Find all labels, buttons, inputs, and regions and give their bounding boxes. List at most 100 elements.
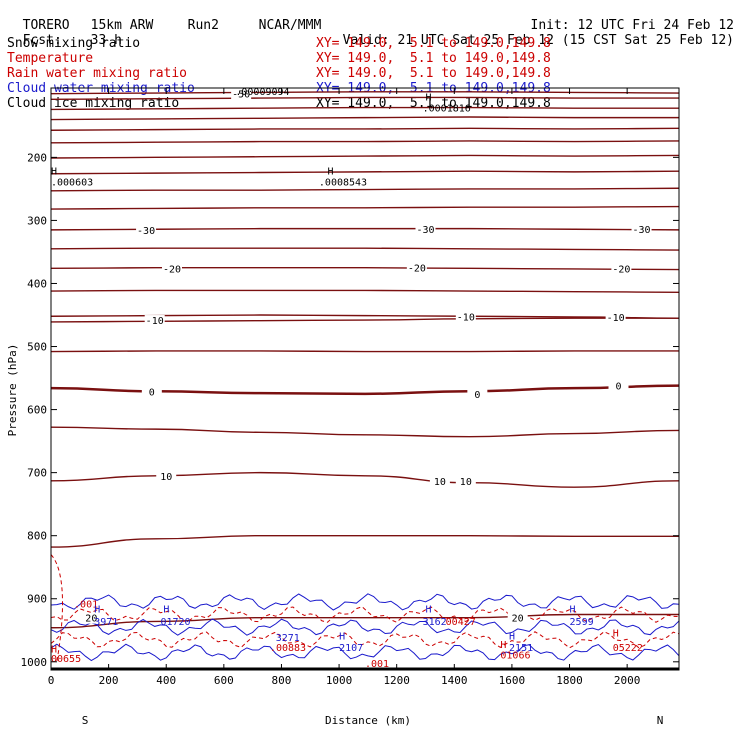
endpoint-right: N bbox=[657, 714, 664, 727]
max-annotation: .000603 bbox=[51, 178, 93, 189]
contour-label: 20 bbox=[85, 614, 97, 625]
x-tick-label: 1400 bbox=[441, 674, 468, 687]
x-tick-label: 1000 bbox=[326, 674, 353, 687]
temperature-contour bbox=[50, 106, 679, 111]
legend-name: Rain water mixing ratio bbox=[7, 66, 188, 81]
contour-label-bg bbox=[81, 612, 102, 624]
max-annotation: H bbox=[509, 632, 515, 643]
contour-label-bg bbox=[429, 475, 450, 487]
header-run: Run2 bbox=[172, 3, 219, 33]
max-annotation: H bbox=[425, 605, 431, 616]
max-annotation: H bbox=[613, 629, 619, 640]
max-annotation: .001 bbox=[74, 600, 98, 611]
y-tick-label: 500 bbox=[27, 341, 47, 354]
resolution-text: 15km ARW bbox=[90, 18, 154, 33]
y-axis-label: Pressure (hPa) bbox=[6, 344, 19, 437]
max-annotation: .001 bbox=[365, 659, 389, 670]
header-fcst-value: 33 h bbox=[75, 18, 122, 48]
legend-xy-temperature: XY= 149.0, 5.1 to 149.0,149.8 bbox=[316, 51, 551, 66]
legend-name: Snow mixing ratio bbox=[7, 36, 141, 51]
temperature-contour bbox=[50, 613, 679, 629]
legend-item-snow: Snow mixing ratio bbox=[7, 36, 140, 51]
x-tick-label: 400 bbox=[156, 674, 176, 687]
x-tick-label: 200 bbox=[99, 674, 119, 687]
x-tick-label: 800 bbox=[272, 674, 292, 687]
mixing-ratio-contour bbox=[50, 631, 680, 649]
temperature-contour bbox=[50, 471, 680, 488]
legend-xy: XY= 149.0, 5.1 to 149.0,149.8 bbox=[316, 66, 551, 81]
header-init: Init: 12 UTC Fri 24 Feb 12 bbox=[515, 3, 735, 33]
temperature-contour bbox=[50, 289, 680, 293]
model-name: TORERO bbox=[22, 18, 70, 33]
contour-label-bg bbox=[507, 612, 528, 624]
contour-label: 10 bbox=[434, 477, 446, 488]
contour-label: 20 bbox=[512, 614, 524, 625]
max-annotation: 01720 bbox=[160, 617, 190, 628]
max-annotation: H bbox=[163, 605, 169, 616]
contour-label-bg bbox=[144, 315, 165, 327]
temperature-contour bbox=[50, 127, 680, 131]
contour-label: -30 bbox=[633, 225, 651, 236]
max-annotation: 00427 bbox=[446, 617, 476, 628]
y-tick-label: 900 bbox=[27, 593, 47, 606]
max-annotation: 01066 bbox=[500, 651, 530, 662]
temperature-contour bbox=[50, 116, 679, 121]
mixing-ratio-contour bbox=[50, 593, 680, 611]
max-annotation: .0008543 bbox=[319, 178, 367, 189]
max-annotation: 3271 bbox=[276, 633, 300, 644]
legend-name: Cloud ice mixing ratio bbox=[7, 96, 180, 111]
contour-label: -20 bbox=[408, 264, 426, 275]
x-tick-label: 2000 bbox=[614, 674, 641, 687]
max-annotation: H bbox=[500, 640, 506, 651]
run-text: Run2 bbox=[187, 18, 219, 33]
valid-text: Valid: 21 UTC Sat 25 Feb 12 (15 CST Sat … bbox=[342, 33, 734, 48]
x-tick-label: 1600 bbox=[499, 674, 526, 687]
legend-item-cloud-ice: Cloud ice mixing ratio bbox=[7, 96, 179, 111]
fcst-label: Fcst: bbox=[22, 33, 62, 48]
contour-label: -30 bbox=[416, 225, 434, 236]
contour-label: 0 bbox=[474, 390, 480, 401]
contour-label-bg bbox=[136, 224, 157, 236]
temperature-contour bbox=[50, 91, 680, 95]
contour-label: 0 bbox=[149, 387, 155, 398]
temperature-contour bbox=[50, 140, 680, 144]
fcst-value: 33 h bbox=[90, 33, 122, 48]
contour-label: -20 bbox=[612, 264, 630, 275]
temperature-contour bbox=[50, 154, 680, 159]
endpoint-left: S bbox=[82, 714, 89, 727]
max-annotation: H bbox=[328, 166, 334, 177]
contour-label-bg bbox=[467, 388, 488, 400]
contour-label: -10 bbox=[607, 313, 625, 324]
max-annotation: 3971 bbox=[94, 617, 118, 628]
x-tick-label: 600 bbox=[214, 674, 234, 687]
legend-xy-snow: XY= 149.0, 5.1 to 149.0,149.8 bbox=[316, 36, 551, 51]
y-tick-label: 300 bbox=[27, 214, 47, 227]
contour-label-bg bbox=[415, 224, 436, 236]
contour-label: 10 bbox=[460, 477, 472, 488]
plot-frame bbox=[50, 87, 680, 671]
max-annotation: .00883 bbox=[270, 643, 306, 654]
temperature-contour bbox=[50, 534, 679, 548]
y-tick-label: 800 bbox=[27, 530, 47, 543]
max-annotation: H bbox=[570, 605, 576, 616]
max-annotation: 2151 bbox=[509, 643, 533, 654]
y-tick-label: 200 bbox=[27, 151, 47, 164]
legend-item-rain: Rain water mixing ratio bbox=[7, 66, 187, 81]
contour-label-bg bbox=[141, 386, 162, 398]
max-annotation: 2599 bbox=[570, 617, 594, 628]
y-tick-label: 700 bbox=[27, 467, 47, 480]
max-annotation: .0001816 bbox=[423, 103, 471, 114]
x-axis-label: Distance (km) bbox=[325, 714, 411, 727]
x-tick-label: 1200 bbox=[383, 674, 410, 687]
legend-name: Temperature bbox=[7, 51, 94, 66]
legend-xy: XY= 149.0, 5.1 to 149.0,149.8 bbox=[316, 51, 551, 66]
temperature-contour bbox=[50, 426, 680, 438]
contour-label: -10 bbox=[146, 316, 164, 327]
header-valid: Valid: 21 UTC Sat 25 Feb 12 (15 CST Sat … bbox=[327, 18, 734, 48]
max-annotation: 2107 bbox=[339, 643, 363, 654]
max-annotation: H bbox=[425, 93, 431, 104]
contour-label-bg bbox=[611, 263, 632, 275]
max-annotation: H bbox=[51, 644, 57, 655]
temperature-contour bbox=[50, 350, 679, 353]
